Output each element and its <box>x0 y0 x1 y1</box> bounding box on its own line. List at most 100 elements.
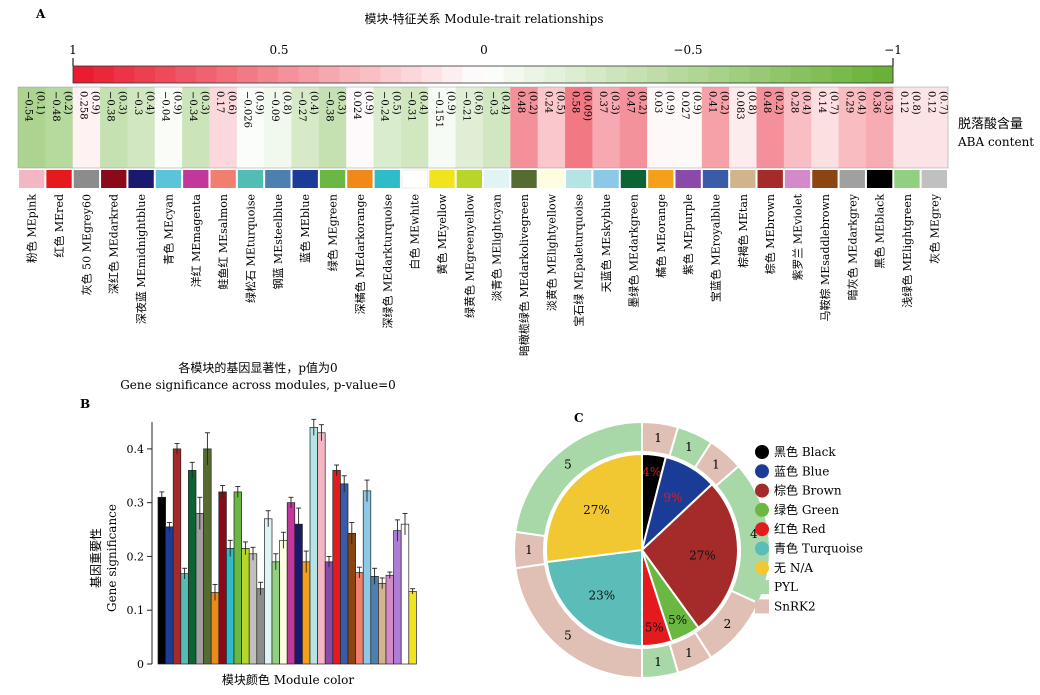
heatmap-correlation: 0.024 <box>351 91 362 120</box>
scale-swatch <box>93 66 115 83</box>
bar <box>347 532 356 665</box>
trait-label-en: ABA content <box>957 135 1034 149</box>
heatmap-correlation: −0.151 <box>433 91 444 128</box>
scale-swatch <box>73 66 94 83</box>
heatmap-cell <box>236 87 265 168</box>
heatmap-correlation: 0.28 <box>789 91 800 113</box>
bar <box>248 553 258 665</box>
legend-marker-icon <box>755 464 769 479</box>
panel-b-title-line2: Gene significance across modules, p-valu… <box>120 378 396 392</box>
module-color-swatch <box>347 170 373 188</box>
heatmap-cell <box>100 87 128 168</box>
legend-item-label: 绿色 Green <box>774 502 839 517</box>
inner-pie-label: 27% <box>583 503 610 517</box>
module-label: 黑色 MEblack <box>873 194 887 269</box>
heatmap-cell <box>428 87 456 168</box>
bar <box>370 575 379 665</box>
bar <box>195 513 204 665</box>
heatmap-correlation: 0.47 <box>624 91 635 113</box>
module-label: 青色 MEcyan <box>161 194 175 265</box>
scale-swatch <box>278 66 299 83</box>
scale-swatch <box>831 66 853 83</box>
module-color-swatch <box>73 170 100 188</box>
y-tick-label: 0 <box>137 658 144 671</box>
module-color-swatch <box>866 170 893 188</box>
module-color-swatch <box>566 170 592 188</box>
pie-legend: 黑色 Black 蓝色 Blue 棕色 Brown 绿色 Green 红色 Red 青色 … <box>755 445 863 614</box>
heatmap-cell <box>154 87 183 168</box>
scale-swatch <box>442 66 463 83</box>
bar <box>256 588 265 665</box>
heatmap-correlation: 0.48 <box>515 91 526 113</box>
heatmap-cell <box>811 87 839 168</box>
module-color-swatch <box>210 170 236 188</box>
scale-tick-0: 0 <box>480 43 488 57</box>
heatmap-pvalue: (0.3) <box>609 91 620 115</box>
module-label: 淡黄色 MElightyellow <box>544 193 558 311</box>
module-color-swatch <box>757 170 783 188</box>
panel-c-letter: C <box>574 411 584 425</box>
scale-swatch <box>585 66 607 83</box>
heatmap-cell <box>45 87 74 168</box>
outer-ring-label: 1 <box>685 440 693 454</box>
bar <box>340 483 349 665</box>
heatmap-correlation: −0.21 <box>460 91 471 122</box>
bar <box>157 496 166 665</box>
heatmap-correlation: −0.31 <box>406 91 417 122</box>
heatmap-pvalue: (0.4) <box>308 91 319 115</box>
heatmap-pvalue: (0.6) <box>226 91 237 115</box>
heatmap-pvalue: (0.09) <box>582 91 593 121</box>
module-color-swatch <box>401 169 428 189</box>
module-label: 淡青色 MElightcyan <box>490 194 504 301</box>
module-color-swatch <box>702 170 729 188</box>
heatmap-pvalue: (0.4) <box>801 91 812 115</box>
module-color-swatch <box>894 170 920 188</box>
legend-marker-icon <box>755 541 769 556</box>
inner-pie-label: 9% <box>663 491 682 505</box>
heatmap-pvalue: (0.9) <box>691 91 702 115</box>
scale-tick-neg1: −1 <box>884 43 902 57</box>
heatmap-frame <box>17 86 949 169</box>
bar <box>385 574 394 665</box>
module-color-swatch <box>19 170 45 188</box>
heatmap-pvalue: (0.9) <box>254 91 265 115</box>
bar <box>362 490 372 665</box>
heatmap-pvalue: (0.6) <box>472 91 483 115</box>
legend-marker-icon <box>755 560 769 575</box>
module-label: 灰色 50 MEgrey60 <box>79 194 93 295</box>
y-tick-label: 0.1 <box>127 604 145 617</box>
scale-swatch <box>770 66 791 83</box>
heatmap-cell <box>537 87 566 168</box>
module-color-swatch <box>921 170 947 188</box>
scale-swatch <box>360 66 381 83</box>
heatmap-cell <box>893 87 921 168</box>
outer-ring-label: 5 <box>564 628 572 642</box>
heatmap-pvalue: (0.8) <box>746 91 757 115</box>
heatmap-cell <box>127 87 156 168</box>
heatmap-correlation: 0.37 <box>597 91 608 113</box>
module-color-swatch <box>46 170 72 188</box>
legend-item-label: 红色 Red <box>774 521 826 536</box>
module-color-swatch <box>374 170 400 188</box>
panel-b-title-line1: 各模块的基因显著性，p值为0 <box>178 360 337 375</box>
scale-swatch <box>852 66 873 83</box>
heatmap-pvalue: (0.7) <box>828 91 839 115</box>
module-label: 鲑鱼红 MEsalmon <box>216 194 230 290</box>
heatmap-cell <box>865 87 894 168</box>
scale-swatch <box>155 66 176 83</box>
heatmap-cell <box>483 87 511 168</box>
pie-chart: 1 1 1 4 2 1 1 5 1 5 4%9% 27% 5% 5% 23% 27% <box>513 420 771 680</box>
heatmap-correlation: 0.14 <box>816 91 827 113</box>
module-label: 灰色 MEgrey <box>927 193 941 264</box>
heatmap-pvalue: (0.3) <box>117 91 128 115</box>
bar <box>241 548 250 665</box>
heatmap-cell <box>565 87 593 168</box>
bar <box>332 470 341 665</box>
heatmap-cell <box>756 87 785 168</box>
panel-a-letter: A <box>35 7 46 21</box>
module-color-swatch <box>784 170 811 188</box>
heatmap-correlation: 0.29 <box>843 91 854 113</box>
heatmap-correlation: −0.3 <box>132 91 143 115</box>
panel-b-letter: B <box>80 397 90 411</box>
